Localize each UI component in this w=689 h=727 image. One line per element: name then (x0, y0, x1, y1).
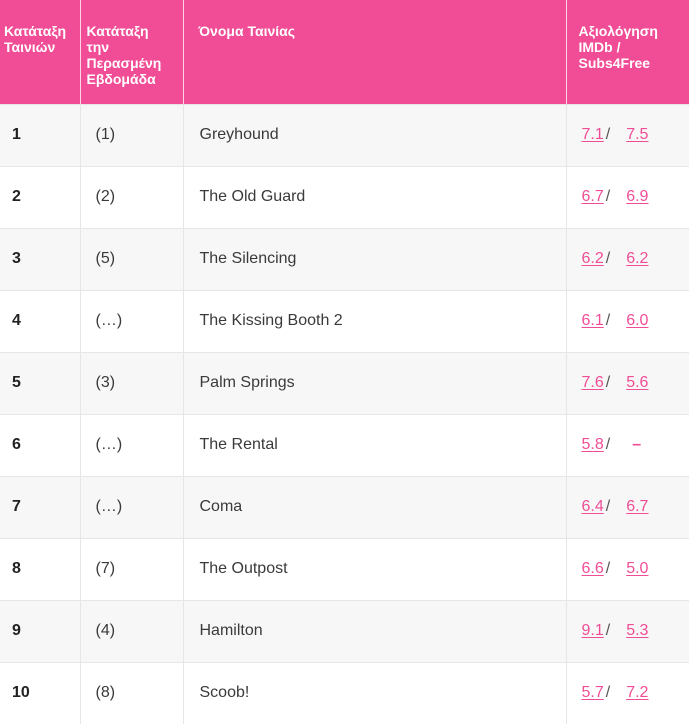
previous-rank-cell: (3) (80, 351, 184, 414)
table-row: 9 (4) Hamilton 9.1/ 5.3 (0, 599, 689, 662)
rating-separator: / (605, 498, 611, 515)
imdb-rating-link[interactable]: 6.4 (581, 498, 604, 515)
header-rank: Κατάταξη Ταινιών (0, 0, 81, 104)
subs4free-rating-link[interactable]: 5.0 (626, 560, 649, 577)
subs4free-rating-link[interactable]: 5.3 (626, 622, 649, 639)
rank-cell: 7 (0, 475, 81, 538)
imdb-rating-link[interactable]: 6.1 (581, 312, 604, 329)
rating-separator: / (605, 188, 611, 205)
rating-separator: / (605, 312, 611, 329)
header-previous-week: Κατάταξη την Περασμένη Εβδομάδα (80, 0, 184, 104)
rating-cell: 7.6/ 5.6 (566, 351, 689, 414)
header-movie-name: Όνομα Ταινίας (183, 0, 567, 104)
rating-separator: / (605, 126, 611, 143)
movie-name-cell: The Kissing Booth 2 (183, 289, 567, 352)
rating-cell: 5.7/ 7.2 (566, 661, 689, 724)
movie-name-cell: Scoob! (183, 661, 567, 724)
rank-cell: 10 (0, 661, 81, 724)
previous-rank-cell: (1) (80, 103, 184, 166)
movie-name-cell: The Old Guard (183, 165, 567, 228)
table-row: 7 (…) Coma 6.4/ 6.7 (0, 475, 689, 538)
movie-name-cell: Hamilton (183, 599, 567, 662)
table-row: 1 (1) Greyhound 7.1/ 7.5 (0, 103, 689, 166)
rank-cell: 5 (0, 351, 81, 414)
movie-name-cell: The Rental (183, 413, 567, 476)
movie-name-cell: The Outpost (183, 537, 567, 600)
rank-cell: 6 (0, 413, 81, 476)
imdb-rating-link[interactable]: 6.7 (581, 188, 604, 205)
rank-cell: 8 (0, 537, 81, 600)
subs4free-rating-link[interactable]: – (632, 436, 642, 453)
movie-name-cell: Palm Springs (183, 351, 567, 414)
subs4free-rating-link[interactable]: 5.6 (626, 374, 649, 391)
header-row: Κατάταξη Ταινιών Κατάταξη την Περασμένη … (0, 0, 689, 104)
rating-separator: / (605, 374, 611, 391)
rating-cell: 6.7/ 6.9 (566, 165, 689, 228)
movie-name-cell: Coma (183, 475, 567, 538)
table-row: 4 (…) The Kissing Booth 2 6.1/ 6.0 (0, 289, 689, 352)
movie-name-cell: The Silencing (183, 227, 567, 290)
rating-separator: / (605, 560, 611, 577)
table-row: 10 (8) Scoob! 5.7/ 7.2 (0, 661, 689, 724)
rating-cell: 7.1/ 7.5 (566, 103, 689, 166)
imdb-rating-link[interactable]: 6.6 (581, 560, 604, 577)
previous-rank-cell: (2) (80, 165, 184, 228)
imdb-rating-link[interactable]: 6.2 (581, 250, 604, 267)
subs4free-rating-link[interactable]: 6.0 (626, 312, 649, 329)
previous-rank-cell: (4) (80, 599, 184, 662)
rating-cell: 5.8/ – (566, 413, 689, 476)
rating-separator: / (605, 250, 611, 267)
previous-rank-cell: (8) (80, 661, 184, 724)
previous-rank-cell: (…) (80, 289, 184, 352)
rank-cell: 3 (0, 227, 81, 290)
table-body: 1 (1) Greyhound 7.1/7.5 2 (2) The Old Guard 6.7… (0, 103, 689, 724)
previous-rank-cell: (…) (80, 413, 184, 476)
table-row: 6 (…) The Rental 5.8/ – (0, 413, 689, 476)
rating-cell: 6.1/ 6.0 (566, 289, 689, 352)
rating-separator: / (605, 436, 611, 453)
rank-cell: 1 (0, 103, 81, 166)
rank-cell: 2 (0, 165, 81, 228)
imdb-rating-link[interactable]: 7.6 (581, 374, 604, 391)
previous-rank-cell: (…) (80, 475, 184, 538)
movie-name-cell: Greyhound (183, 103, 567, 166)
subs4free-rating-link[interactable]: 7.2 (626, 684, 649, 702)
header-rating: Αξιολόγηση IMDb / Subs4Free (566, 0, 689, 104)
table-row: 3 (5) The Silencing 6.2/6.2 (0, 227, 689, 290)
rating-cell: 6.6/ 5.0 (566, 537, 689, 600)
table-header: Κατάταξη Ταινιών Κατάταξη την Περασμένη … (0, 0, 689, 104)
rank-cell: 4 (0, 289, 81, 352)
previous-rank-cell: (5) (80, 227, 184, 290)
previous-rank-cell: (7) (80, 537, 184, 600)
table-row: 8 (7) The Outpost 6.6/ 5.0 (0, 537, 689, 600)
imdb-rating-link[interactable]: 5.7 (581, 684, 604, 702)
rating-separator: / (605, 684, 611, 702)
subs4free-rating-link[interactable]: 6.9 (626, 188, 649, 205)
subs4free-rating-link[interactable]: 7.5 (626, 126, 649, 143)
table-row: 5 (3) Palm Springs 7.6/ 5.6 (0, 351, 689, 414)
imdb-rating-link[interactable]: 5.8 (581, 436, 604, 453)
imdb-rating-link[interactable]: 7.1 (581, 126, 604, 143)
rating-separator: / (605, 622, 611, 639)
rank-cell: 9 (0, 599, 81, 662)
subs4free-rating-link[interactable]: 6.7 (626, 498, 649, 515)
rating-cell: 6.2/6.2 (566, 227, 689, 290)
rating-cell: 6.4/ 6.7 (566, 475, 689, 538)
rating-cell: 9.1/ 5.3 (566, 599, 689, 662)
subs4free-rating-link[interactable]: 6.2 (626, 250, 649, 267)
table-row: 2 (2) The Old Guard 6.7/ 6.9 (0, 165, 689, 228)
imdb-rating-link[interactable]: 9.1 (581, 622, 604, 639)
